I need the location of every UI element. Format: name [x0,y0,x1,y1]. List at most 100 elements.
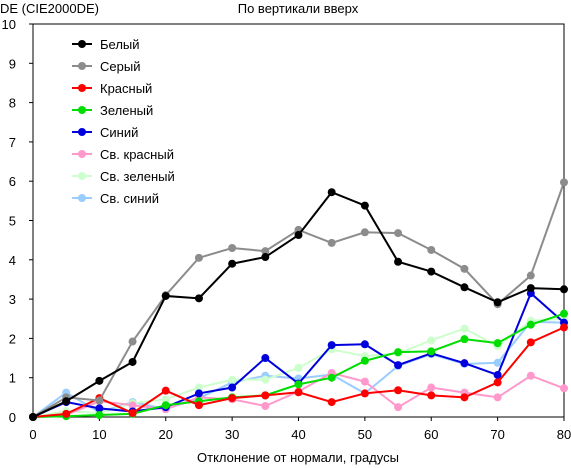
data-point [394,229,403,238]
data-point [261,401,270,410]
y-tick-label: 0 [9,410,16,425]
data-point [261,253,270,262]
data-point [327,398,336,407]
data-point [493,370,502,379]
legend-item: Св. синий [72,191,159,206]
y-tick-label: 5 [9,214,16,229]
series-5 [29,289,568,421]
data-point [394,403,403,412]
data-point [327,238,336,247]
x-tick-label: 70 [490,427,504,442]
data-point [228,259,237,268]
data-point [394,348,403,357]
data-point [460,324,469,333]
legend-item: Серый [72,59,140,74]
x-axis: 0 10 20 30 40 50 60 70 80 [29,417,571,442]
data-point [327,188,336,197]
data-point [128,337,137,346]
data-point [360,201,369,210]
data-point [560,323,568,332]
data-point [95,404,104,413]
legend-label: Св. красный [100,147,174,162]
legend-swatch-marker [78,62,86,70]
legend-item: Св. зеленый [72,169,175,184]
x-tick-label: 10 [92,427,106,442]
data-point [526,320,535,329]
series-1 [29,188,568,421]
data-point [228,244,237,253]
x-axis-title: Отклонение от нормали, градусы [197,450,399,465]
data-point [360,389,369,398]
data-point [493,378,502,387]
data-point [427,267,436,276]
legend-swatch-marker [78,40,86,48]
y-tick-label: 8 [9,96,16,111]
data-point [493,298,502,307]
data-point [261,391,270,400]
data-point [261,354,270,363]
data-point [560,309,568,318]
x-tick-label: 40 [291,427,305,442]
data-point [327,373,336,382]
data-point [560,285,568,294]
data-point [194,294,203,303]
legend-label: Серый [100,59,140,74]
x-tick-label: 0 [29,427,36,442]
data-point [327,341,336,350]
data-point [95,396,104,405]
x-tick-label: 20 [159,427,173,442]
data-point [161,291,170,300]
data-point [29,413,37,421]
data-point [228,383,237,392]
legend-label: Св. зеленый [100,169,175,184]
x-tick-label: 80 [557,427,571,442]
data-point [261,247,270,256]
data-point [294,231,303,240]
data-point [394,257,403,266]
data-point [128,401,137,410]
y-tick-label: 3 [9,292,16,307]
legend-item: Красный [72,81,152,96]
data-point [560,178,568,187]
y-axis: 0 1 2 3 4 5 6 7 8 9 10 [2,17,33,425]
data-point [360,340,369,349]
legend-swatch-marker [78,194,86,202]
data-point [161,401,170,410]
legend-label: Белый [100,37,140,52]
data-point [360,377,369,386]
data-point [294,388,303,397]
data-point [460,264,469,273]
legend-item: Зеленый [72,103,153,118]
y-tick-label: 7 [9,135,16,150]
data-point [161,395,170,404]
data-point [427,347,436,356]
data-point [360,228,369,237]
data-point [460,393,469,402]
y-tick-label: 6 [9,174,16,189]
data-point [194,253,203,262]
y-tick-label: 10 [2,17,16,32]
data-point [128,409,137,418]
data-point [493,358,502,367]
data-point [493,393,502,402]
data-point [427,245,436,254]
data-point [294,363,303,372]
data-point [460,359,469,368]
legend-item: Синий [72,125,138,140]
data-point [128,357,137,366]
series-line [32,291,565,418]
series-7 [29,314,568,421]
data-point [95,411,104,420]
data-point [460,335,469,344]
legend: Белый Серый Красный Зеленый Синий Св. красный… [72,37,175,206]
data-point [228,394,237,403]
data-point [427,336,436,345]
data-point [526,284,535,293]
data-point [493,339,502,348]
data-point [360,356,369,365]
y-axis-title: DE (CIE2000DE) [0,1,99,16]
y-tick-label: 1 [9,371,16,386]
data-point [62,409,71,418]
legend-item: Белый [72,37,140,52]
legend-swatch-marker [78,128,86,136]
